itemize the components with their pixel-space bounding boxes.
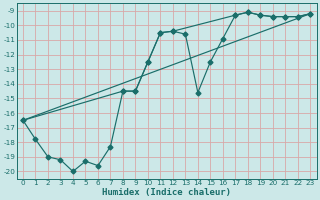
X-axis label: Humidex (Indice chaleur): Humidex (Indice chaleur) — [102, 188, 231, 197]
